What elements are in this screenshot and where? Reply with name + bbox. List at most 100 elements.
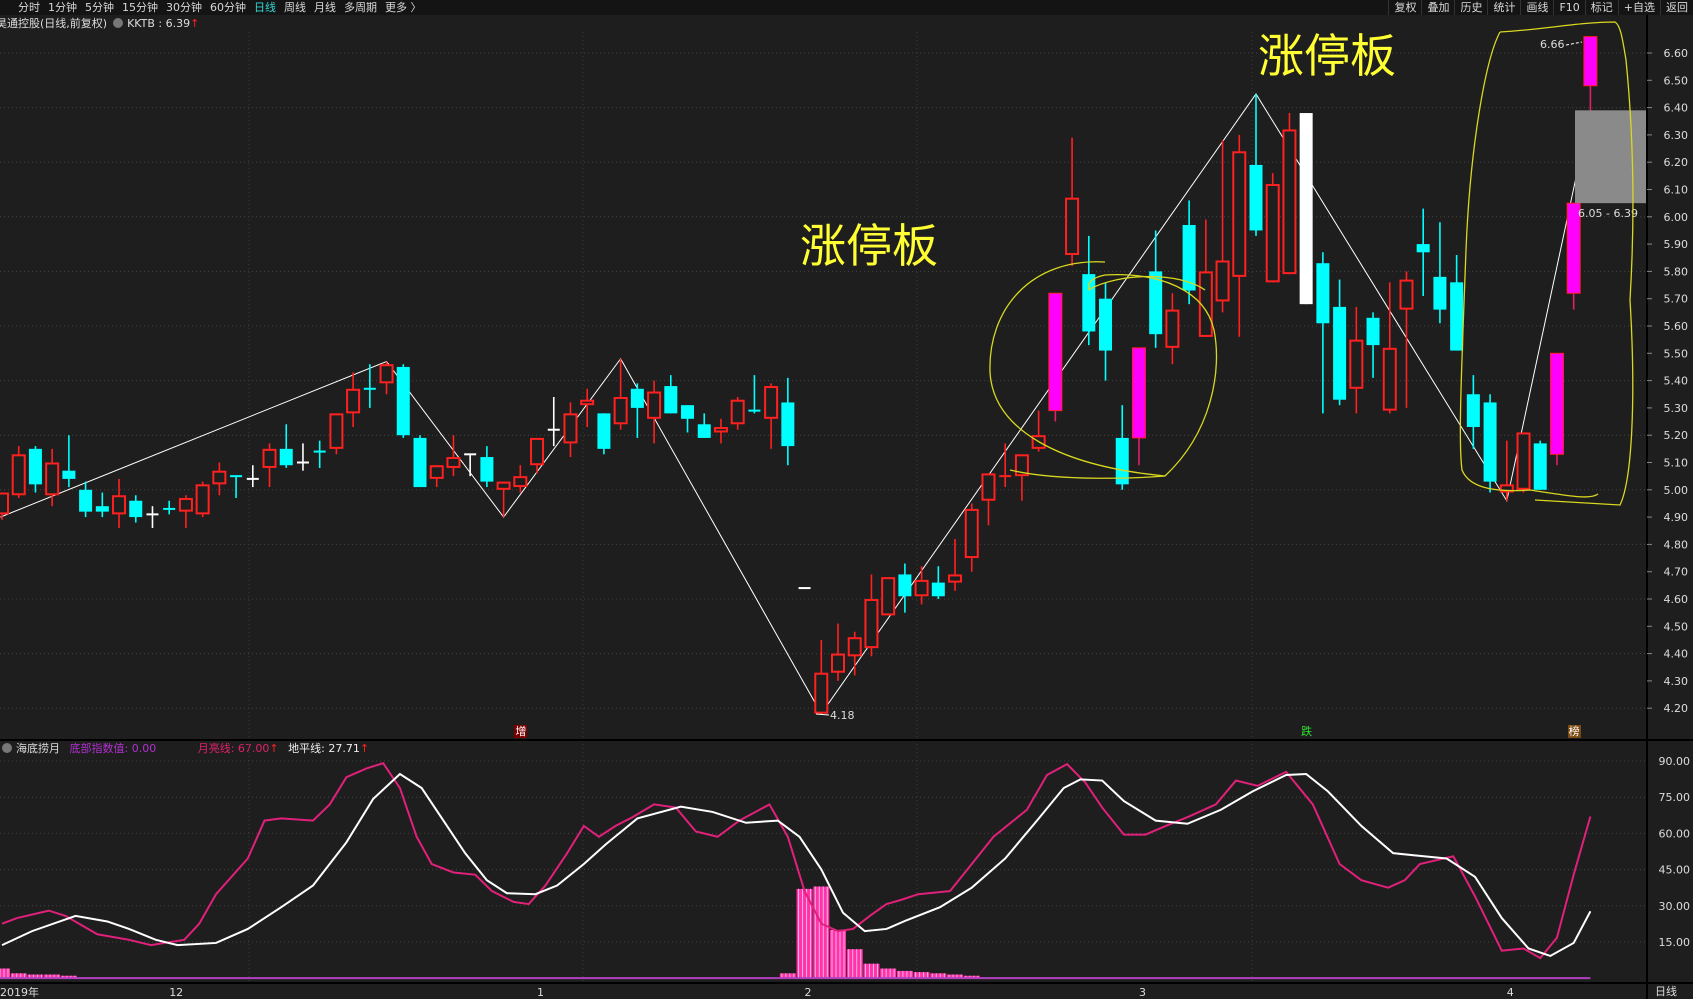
candle-body xyxy=(446,457,461,468)
candle-body xyxy=(346,388,361,414)
hand-drawn-outline xyxy=(1459,21,1634,506)
candle-body xyxy=(1433,276,1447,310)
tool-button[interactable]: 统计 xyxy=(1487,0,1520,15)
candlestick xyxy=(1333,279,1347,406)
histogram-bar xyxy=(947,974,964,979)
moon-line-value: 月亮线: 67.00 xyxy=(197,742,270,755)
price-tick-label: 5.00 xyxy=(1664,484,1689,497)
candlestick xyxy=(396,364,410,438)
kktb-value: KKTB : 6.39 xyxy=(127,17,191,30)
candle-body xyxy=(279,448,293,466)
period-tab[interactable]: 分时 xyxy=(18,1,40,14)
event-marker[interactable]: 跌 xyxy=(1301,725,1313,738)
candlestick xyxy=(296,443,309,471)
candlestick xyxy=(1416,208,1430,296)
candle-body xyxy=(764,386,779,419)
candle-body xyxy=(1048,292,1063,412)
candlestick xyxy=(446,435,461,477)
candlestick xyxy=(1165,293,1180,365)
tool-button[interactable]: 画线 xyxy=(1520,0,1553,15)
candle-body xyxy=(11,454,26,496)
candlestick xyxy=(730,396,745,430)
candle-body xyxy=(1215,260,1230,302)
horizon-line-value: 地平线: 27.71 xyxy=(288,742,360,755)
candle-body xyxy=(379,364,394,384)
candle-body xyxy=(212,470,227,485)
histogram-bar xyxy=(913,972,930,979)
period-tab[interactable]: 30分钟 xyxy=(166,1,202,14)
period-tab[interactable]: 5分钟 xyxy=(85,1,114,14)
candle-body xyxy=(1031,435,1046,449)
main-chart-info: 昊通控股(日线,前复权) KKTB : 6.39↑ xyxy=(0,16,199,32)
candlestick xyxy=(363,364,376,408)
zigzag-line xyxy=(0,93,1591,715)
candlestick xyxy=(881,577,896,616)
sub-chart-info: 海底捞月 底部指数值: 0.00 月亮线: 67.00↑ 地平线: 27.71↑ xyxy=(0,741,369,757)
tool-button[interactable]: 返回 xyxy=(1660,0,1693,15)
tool-button[interactable]: 复权 xyxy=(1388,0,1421,15)
period-tab[interactable]: 15分钟 xyxy=(122,1,158,14)
price-tick-label: 6.30 xyxy=(1664,129,1689,142)
tool-button[interactable]: +自选 xyxy=(1617,0,1660,15)
candlestick xyxy=(1382,282,1397,414)
period-tab[interactable]: 更多 〉 xyxy=(385,1,422,14)
candle-body xyxy=(697,424,711,438)
period-footer-label: 日线 xyxy=(1655,985,1677,998)
period-tab[interactable]: 日线 xyxy=(254,1,276,14)
settings-circle-icon[interactable] xyxy=(2,743,12,753)
candlestick xyxy=(112,478,127,529)
candle-body xyxy=(513,476,528,488)
period-tab[interactable]: 周线 xyxy=(284,1,306,14)
candlestick xyxy=(129,495,143,523)
histogram-bar xyxy=(60,975,77,979)
candlestick xyxy=(429,465,444,488)
settings-circle-icon[interactable] xyxy=(113,18,124,28)
candlestick xyxy=(630,383,644,438)
candlestick xyxy=(898,563,912,613)
candlestick xyxy=(513,465,528,493)
tool-button[interactable]: 叠加 xyxy=(1421,0,1454,15)
stock-title: 昊通控股(日线,前复权) xyxy=(0,17,108,30)
candlestick xyxy=(1198,219,1213,337)
candlestick xyxy=(379,361,394,395)
price-tick-label: 5.80 xyxy=(1664,265,1689,278)
candle-body xyxy=(681,405,695,419)
candle-body xyxy=(496,481,511,490)
period-tab[interactable]: 多周期 xyxy=(344,1,377,14)
candlestick xyxy=(713,418,728,444)
histogram-bar xyxy=(10,973,27,979)
period-tab[interactable]: 60分钟 xyxy=(210,1,246,14)
candlestick xyxy=(1014,454,1029,501)
candlestick xyxy=(681,405,695,433)
candle-body xyxy=(1499,484,1514,493)
candlestick xyxy=(1082,235,1096,346)
candlestick xyxy=(212,462,227,496)
candlestick xyxy=(1299,113,1313,305)
period-tab[interactable]: 月线 xyxy=(314,1,336,14)
candle-body xyxy=(1333,306,1347,400)
moon-line xyxy=(1,761,1592,960)
candlestick xyxy=(864,574,879,657)
date-tick-label: 1 xyxy=(537,986,544,999)
candlestick xyxy=(146,506,159,529)
period-tab[interactable]: 1分钟 xyxy=(48,1,77,14)
histogram-bar xyxy=(796,888,813,979)
candlestick xyxy=(1232,134,1247,337)
date-tick-label: 2 xyxy=(805,986,812,999)
candlestick xyxy=(0,492,9,520)
candle-body xyxy=(1182,224,1196,291)
indicator-tick-label: 60.00 xyxy=(1659,827,1691,840)
candlestick xyxy=(981,473,996,526)
tool-button[interactable]: 历史 xyxy=(1454,0,1487,15)
tool-button[interactable]: 标记 xyxy=(1584,0,1618,15)
candle-body xyxy=(630,388,644,408)
candle-body xyxy=(1483,402,1497,482)
price-tick-label: 6.20 xyxy=(1664,156,1689,169)
event-marker[interactable]: 增 xyxy=(514,725,528,738)
tool-button[interactable]: F10 xyxy=(1553,0,1584,15)
candlestick xyxy=(28,446,42,493)
price-tick-label: 6.40 xyxy=(1664,102,1689,115)
event-marker[interactable]: 榜 xyxy=(1567,725,1581,738)
candlestick xyxy=(1583,36,1598,114)
low-price-label: 4.18 xyxy=(830,709,855,722)
